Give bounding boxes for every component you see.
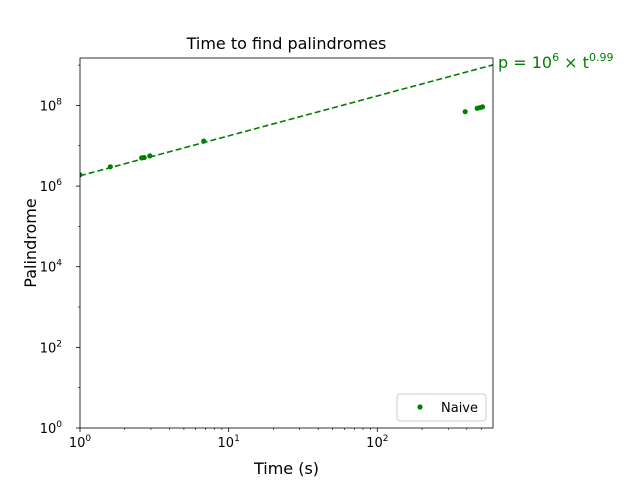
y-tick-label-0: 100 [40, 420, 63, 437]
fit-layer [80, 64, 493, 177]
chart-title: Time to find palindromes [186, 34, 387, 53]
x-tick-label-0: 100 [69, 434, 92, 451]
plot-frame [79, 57, 494, 429]
fit-line [80, 64, 493, 177]
legend-box [396, 393, 487, 422]
fit-label-exp2: 0.99 [589, 51, 614, 64]
fit-label-mid: × t [559, 53, 589, 72]
x-axis-ticks: 100 101 102 [69, 428, 482, 451]
x-tick-label-2: 102 [366, 434, 388, 451]
points-layer [80, 104, 486, 178]
data-point-0-1 [107, 164, 113, 170]
x-axis-label: Time (s) [253, 459, 319, 478]
legend-label-naive: Naive [441, 401, 478, 416]
plot-area [79, 57, 494, 429]
legend-marker-naive [417, 404, 423, 410]
data-point-0-4 [147, 153, 153, 159]
data-point-0-9 [479, 104, 486, 110]
data-point-0-5 [201, 138, 207, 144]
fit-label-lhs: p = 10 [498, 53, 552, 72]
data-point-0-6 [462, 109, 468, 115]
y-axis-ticks: 100 102 104 106 108 [40, 64, 80, 437]
y-tick-label-1: 102 [40, 339, 62, 356]
data-point-0-0 [80, 172, 83, 178]
y-tick-label-2: 104 [40, 259, 63, 276]
data-point-0-3 [141, 154, 147, 161]
x-tick-label-1: 101 [218, 434, 240, 451]
y-tick-label-4: 108 [40, 97, 63, 114]
y-tick-label-3: 106 [40, 178, 63, 195]
legend: Naive [396, 393, 487, 422]
fit-label-exp: 6 [552, 51, 559, 64]
fit-equation-label: p = 106 × t0.99 [498, 51, 613, 72]
y-axis-label: Palindrome [21, 198, 40, 287]
